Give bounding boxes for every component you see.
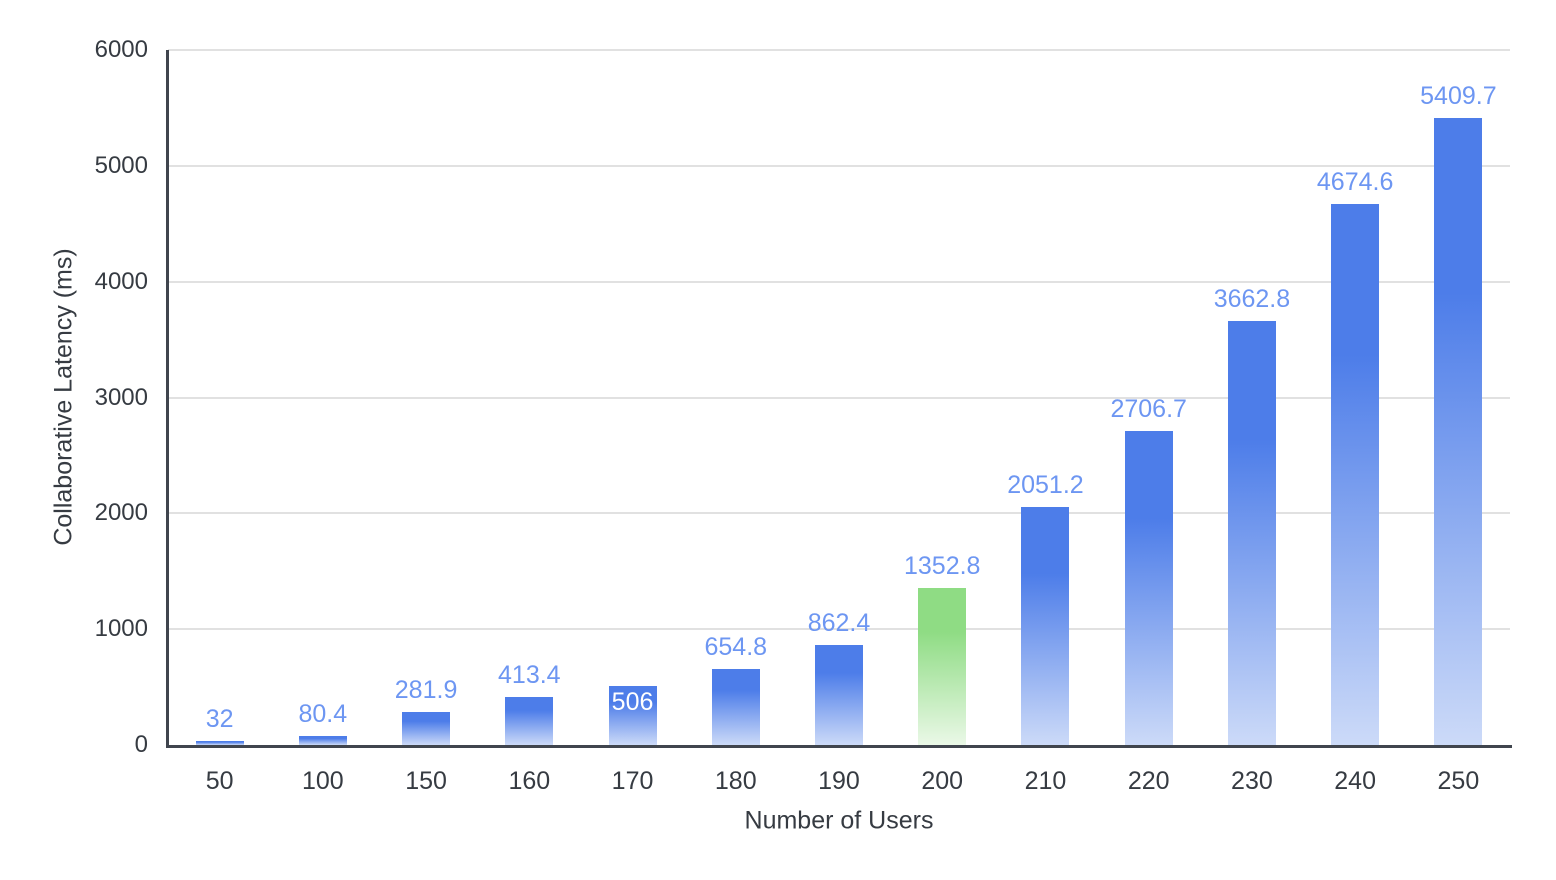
- bar-240[interactable]: [1331, 203, 1380, 745]
- gridline-3000: [168, 396, 1510, 399]
- bar-value-label: 862.4: [807, 609, 871, 638]
- x-tick-label-100: 100: [301, 767, 344, 795]
- bar-value-label: 1352.8: [903, 552, 981, 581]
- x-tick-label-160: 160: [508, 767, 551, 795]
- bar-value-label: 506: [611, 688, 654, 717]
- bar-value-label: 80.4: [298, 699, 348, 728]
- y-tick-label-6000: 6000: [94, 36, 148, 63]
- bar-180[interactable]: [711, 669, 760, 745]
- y-tick-label-2000: 2000: [94, 499, 148, 527]
- gridline-1000: [168, 628, 1510, 631]
- gridline-4000: [168, 280, 1510, 283]
- bar-200[interactable]: [918, 588, 967, 745]
- x-tick-label-220: 220: [1127, 767, 1170, 795]
- bar-value-label: 2051.2: [1007, 471, 1084, 500]
- gridline-6000: [168, 49, 1510, 51]
- x-tick-label-250: 250: [1437, 767, 1480, 795]
- y-axis-line: [166, 50, 169, 747]
- x-tick-label-200: 200: [921, 767, 964, 795]
- bar-50[interactable]: [195, 741, 244, 745]
- plot-area: 32 80.4 281.9 413.4 506 654.8 862.4 1352.8 2051.…: [168, 49, 1510, 745]
- bar-value-label: 654.8: [704, 633, 768, 662]
- bar-value-label: 2706.7: [1110, 395, 1187, 424]
- x-tick-label-240: 240: [1334, 767, 1376, 795]
- bar-value-label: 281.9: [394, 676, 458, 705]
- y-tick-label-1000: 1000: [94, 615, 148, 643]
- y-tick-label-3000: 3000: [94, 383, 148, 411]
- bar-190[interactable]: [815, 645, 863, 745]
- x-tick-label-50: 50: [205, 767, 234, 795]
- y-tick-label-0: 0: [134, 731, 148, 758]
- x-tick-label-230: 230: [1231, 767, 1273, 795]
- y-tick-label-4000: 4000: [94, 267, 148, 295]
- bar-value-label: 3662.8: [1213, 284, 1291, 313]
- bar-150[interactable]: [402, 712, 451, 745]
- x-axis-line: [166, 745, 1512, 748]
- bar-value-label: 413.4: [498, 661, 561, 690]
- bar-value-label: 4674.6: [1316, 167, 1394, 196]
- gridline-2000: [168, 512, 1510, 515]
- x-tick-label-190: 190: [818, 767, 860, 795]
- bar-210[interactable]: [1021, 507, 1070, 745]
- x-tick-label-210: 210: [1024, 767, 1067, 795]
- x-axis-title: Number of Users: [744, 806, 934, 835]
- bar-170[interactable]: [608, 686, 657, 745]
- bar-value-label: 5409.7: [1420, 82, 1497, 111]
- bar-250[interactable]: [1434, 118, 1483, 745]
- bar-220[interactable]: [1124, 431, 1173, 745]
- bar-230[interactable]: [1227, 320, 1276, 745]
- x-tick-label-150: 150: [405, 767, 447, 795]
- gridline-5000: [168, 164, 1510, 167]
- y-tick-label-5000: 5000: [94, 151, 148, 179]
- bar-100[interactable]: [298, 735, 347, 745]
- bar-160[interactable]: [505, 697, 554, 745]
- bar-value-label: 32: [205, 705, 234, 734]
- x-tick-label-180: 180: [714, 767, 757, 795]
- x-tick-label-170: 170: [611, 767, 654, 795]
